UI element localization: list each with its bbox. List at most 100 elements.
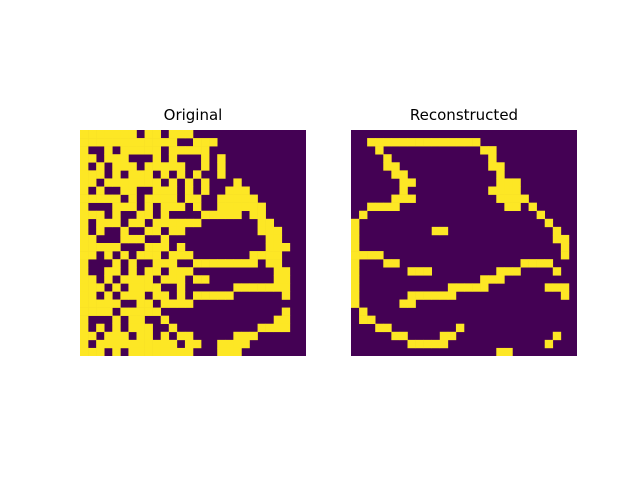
heatmap-cell <box>193 275 202 284</box>
heatmap-cell <box>375 138 384 147</box>
heatmap-cell <box>201 210 210 220</box>
heatmap-cell <box>257 218 266 228</box>
heatmap-cell <box>391 170 400 179</box>
heatmap-cell <box>391 331 400 341</box>
heatmap-cell <box>152 339 162 349</box>
heatmap-cell <box>128 218 137 228</box>
heatmap-cell <box>193 138 202 147</box>
heatmap-cell <box>217 259 226 268</box>
heatmap-cell <box>383 202 392 212</box>
heatmap-cell <box>80 178 89 187</box>
heatmap-cell <box>504 194 513 203</box>
heatmap-cell <box>512 267 521 276</box>
heatmap-cell <box>160 259 170 268</box>
heatmap-cell <box>176 291 186 300</box>
heatmap-cell <box>560 283 570 292</box>
heatmap-cell <box>80 226 89 236</box>
heatmap-cell <box>120 226 129 236</box>
heatmap-cell <box>168 186 178 195</box>
heatmap-cell <box>88 170 97 179</box>
heatmap-cell <box>504 178 513 187</box>
heatmap-cell <box>488 275 497 284</box>
heatmap-cell <box>88 299 97 308</box>
heatmap-cell <box>176 162 186 171</box>
heatmap-cell <box>136 138 145 147</box>
heatmap-cell <box>168 226 178 236</box>
heatmap-cell <box>496 162 505 171</box>
heatmap-cell <box>273 251 283 260</box>
heatmap-cell <box>193 339 202 349</box>
heatmap-cell <box>233 331 242 341</box>
heatmap-cell <box>257 202 266 212</box>
heatmap-cell <box>273 323 283 333</box>
heatmap-cell <box>431 339 441 349</box>
heatmap-cell <box>80 138 89 147</box>
heatmap-cell <box>120 339 129 349</box>
heatmap-cell <box>496 170 505 179</box>
heatmap-cell <box>80 291 89 300</box>
heatmap-cell <box>496 347 505 356</box>
heatmap-cell <box>128 283 137 292</box>
heatmap-cell <box>152 146 162 155</box>
heatmap-cell <box>96 186 105 195</box>
heatmap-cell <box>281 307 291 316</box>
heatmap-cell <box>496 267 505 276</box>
heatmap-cell <box>520 194 529 203</box>
heatmap-cell <box>375 202 384 212</box>
heatmap-cell <box>281 291 291 300</box>
heatmap-cell <box>407 138 416 147</box>
heatmap-cell <box>152 307 162 316</box>
heatmap-cell <box>233 178 242 187</box>
heatmap-cell <box>168 178 178 187</box>
heatmap-cell <box>201 162 210 171</box>
heatmap-cell <box>504 347 513 356</box>
heatmap-cell <box>88 307 97 316</box>
heatmap-cell <box>136 275 145 284</box>
heatmap-cell <box>144 178 153 187</box>
heatmap-cell <box>176 331 186 341</box>
heatmap-cell <box>136 210 145 220</box>
heatmap-cell <box>112 178 121 187</box>
heatmap-cell <box>201 138 210 147</box>
heatmap-cell <box>152 251 162 260</box>
panel-title-reconstructed: Reconstructed <box>409 106 519 124</box>
heatmap-cell <box>160 186 170 195</box>
heatmap-cell <box>120 202 129 212</box>
heatmap-cell <box>504 202 513 212</box>
heatmap-cell <box>184 130 194 139</box>
heatmap-cell <box>415 291 424 300</box>
heatmap-cell <box>96 130 105 139</box>
heatmap-cell <box>281 323 291 333</box>
heatmap-cell <box>359 315 368 325</box>
heatmap-cell <box>217 170 226 179</box>
heatmap-cell <box>144 251 153 260</box>
heatmap-cell <box>176 218 186 228</box>
heatmap-cell <box>415 339 424 349</box>
heatmap-cell <box>544 218 554 228</box>
heatmap-cell <box>104 267 113 276</box>
heatmap-cell <box>168 162 178 171</box>
heatmap-cell <box>120 234 129 244</box>
heatmap-cell <box>88 283 97 292</box>
heatmap-cell <box>193 170 202 179</box>
heatmap-cell <box>512 178 521 187</box>
heatmap-cell <box>168 146 178 155</box>
heatmap-cell <box>80 194 89 203</box>
heatmap-cell <box>391 259 400 268</box>
heatmap-cell <box>281 283 291 292</box>
heatmap-cell <box>112 194 121 203</box>
heatmap-cell <box>249 283 258 292</box>
heatmap-cell <box>407 194 416 203</box>
heatmap-cell <box>217 194 226 203</box>
heatmap-cell <box>112 218 121 228</box>
heatmap-cell <box>480 275 489 284</box>
heatmap-cell <box>144 283 153 292</box>
heatmap-cell <box>504 186 513 195</box>
heatmap-cell <box>80 347 89 356</box>
heatmap-original <box>80 130 306 356</box>
heatmap-cell <box>201 186 210 195</box>
heatmap-cell <box>351 267 360 276</box>
heatmap-cell <box>112 210 121 220</box>
heatmap-cell <box>536 259 546 268</box>
heatmap-cell <box>367 202 376 212</box>
